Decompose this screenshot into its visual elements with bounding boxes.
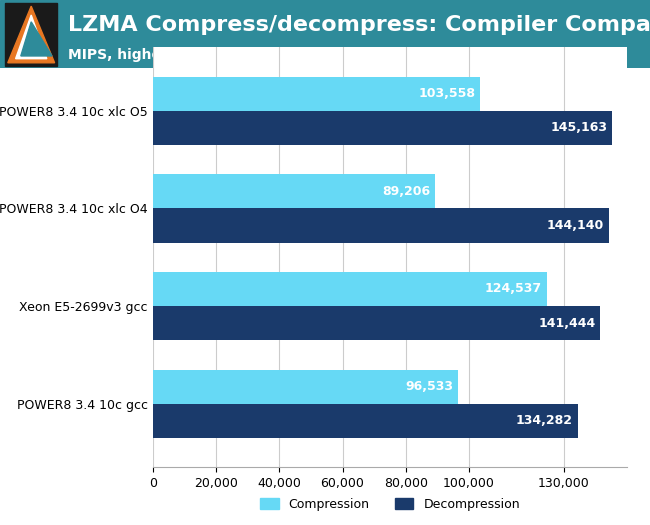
- Polygon shape: [21, 22, 52, 56]
- Text: 145,163: 145,163: [550, 121, 607, 134]
- Text: 89,206: 89,206: [382, 185, 430, 198]
- Text: 96,533: 96,533: [406, 380, 453, 393]
- Bar: [153, 77, 480, 111]
- Text: 144,140: 144,140: [547, 219, 604, 232]
- Text: 124,537: 124,537: [485, 282, 542, 296]
- Bar: [153, 370, 458, 404]
- Bar: [153, 174, 435, 208]
- Bar: [153, 272, 547, 306]
- Text: LZMA Compress/decompress: Compiler Comparison: LZMA Compress/decompress: Compiler Compa…: [68, 15, 650, 35]
- Text: 141,444: 141,444: [538, 317, 595, 330]
- Bar: [153, 306, 600, 340]
- Bar: [5, 3, 57, 66]
- Bar: [153, 111, 612, 145]
- Text: MIPS, higher is better: MIPS, higher is better: [68, 48, 240, 61]
- Bar: [153, 208, 608, 243]
- Polygon shape: [8, 6, 55, 63]
- Bar: [153, 404, 578, 438]
- Text: 134,282: 134,282: [516, 414, 573, 427]
- Polygon shape: [16, 15, 47, 59]
- Legend: Compression, Decompression: Compression, Decompression: [255, 492, 525, 516]
- Text: 103,558: 103,558: [419, 87, 476, 100]
